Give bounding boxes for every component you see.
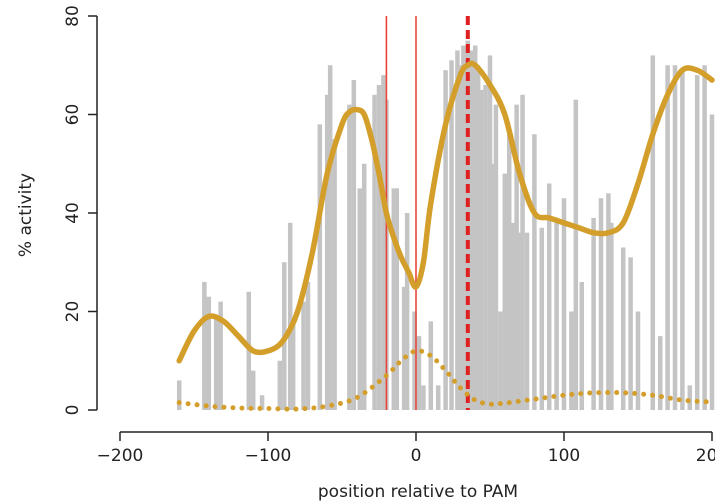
bar bbox=[606, 193, 611, 410]
x-tick-label: 100 bbox=[548, 446, 580, 466]
bar bbox=[361, 163, 367, 410]
x-tick-label: −200 bbox=[97, 446, 144, 466]
bar bbox=[357, 188, 363, 410]
bar bbox=[176, 380, 182, 410]
bar bbox=[539, 227, 545, 410]
bar bbox=[305, 281, 311, 410]
bar bbox=[483, 84, 488, 410]
bar bbox=[532, 134, 537, 410]
bar bbox=[478, 89, 484, 410]
bar bbox=[702, 65, 707, 410]
bar bbox=[443, 70, 448, 411]
bar bbox=[579, 281, 585, 410]
bar bbox=[259, 395, 265, 410]
bar bbox=[435, 385, 441, 410]
bar bbox=[401, 286, 407, 410]
bar bbox=[554, 217, 559, 410]
bar bbox=[317, 124, 323, 410]
bar bbox=[487, 55, 493, 411]
dotted-series-line bbox=[176, 348, 715, 412]
bar bbox=[277, 360, 283, 410]
bar bbox=[347, 104, 352, 411]
bar bbox=[687, 385, 693, 410]
bar bbox=[650, 55, 656, 411]
bar bbox=[635, 311, 641, 410]
bar bbox=[202, 281, 207, 410]
bars-layer bbox=[176, 40, 715, 411]
bar bbox=[351, 80, 357, 411]
bar bbox=[213, 316, 219, 410]
bar bbox=[421, 385, 426, 410]
bar bbox=[332, 139, 337, 410]
bar bbox=[458, 65, 463, 410]
bar bbox=[493, 104, 499, 411]
bar bbox=[468, 50, 474, 410]
y-tick-label: 0 bbox=[63, 405, 83, 416]
bar bbox=[569, 311, 574, 410]
bar bbox=[465, 40, 471, 410]
bar bbox=[524, 232, 530, 410]
bar bbox=[376, 84, 382, 410]
bar bbox=[428, 321, 434, 410]
series-layer bbox=[176, 60, 715, 412]
bar bbox=[509, 222, 515, 410]
bar bbox=[502, 173, 508, 410]
bar bbox=[620, 247, 626, 410]
bar bbox=[694, 75, 700, 410]
bar bbox=[449, 60, 454, 410]
bar bbox=[514, 104, 519, 411]
y-tick-label: 20 bbox=[63, 301, 83, 323]
bar bbox=[709, 114, 715, 410]
bar bbox=[206, 296, 212, 410]
bar bbox=[472, 45, 478, 411]
bar bbox=[680, 70, 685, 411]
bar bbox=[327, 65, 333, 410]
bar bbox=[561, 198, 567, 410]
bar bbox=[394, 188, 400, 410]
bar bbox=[498, 311, 503, 410]
bar bbox=[475, 65, 481, 410]
x-tick-label: −100 bbox=[245, 446, 292, 466]
bar bbox=[218, 301, 223, 410]
bar bbox=[290, 321, 296, 410]
bar bbox=[490, 163, 496, 410]
bar bbox=[517, 232, 522, 410]
x-tick-label: 0 bbox=[411, 446, 422, 466]
bar bbox=[412, 311, 417, 410]
bar bbox=[672, 65, 678, 410]
y-tick-label: 60 bbox=[63, 104, 83, 126]
y-tick-label: 80 bbox=[63, 5, 83, 27]
y-axis-title: % activity bbox=[16, 173, 36, 257]
y-tick-label: 40 bbox=[63, 202, 83, 224]
bar bbox=[324, 94, 330, 411]
solid-series-line bbox=[176, 60, 715, 364]
axes-layer: 0 20 40 60 80 −200 −100 0 100 200 bbox=[63, 5, 715, 466]
bar bbox=[573, 99, 579, 410]
bar bbox=[609, 222, 614, 410]
bar bbox=[301, 301, 306, 410]
bar bbox=[598, 198, 604, 410]
bar bbox=[404, 213, 410, 410]
bar bbox=[461, 45, 466, 411]
bar bbox=[287, 222, 293, 410]
x-axis-title: position relative to PAM bbox=[318, 482, 518, 502]
bar bbox=[250, 370, 256, 410]
bar bbox=[506, 134, 512, 410]
bar bbox=[372, 94, 377, 411]
bar bbox=[416, 336, 422, 410]
bar bbox=[657, 336, 663, 410]
x-tick-label: 200 bbox=[696, 446, 715, 466]
bar bbox=[546, 183, 552, 410]
bar bbox=[628, 257, 633, 410]
bar bbox=[391, 188, 397, 410]
bar bbox=[665, 65, 670, 410]
bar bbox=[381, 75, 386, 410]
bar bbox=[591, 217, 596, 410]
bar bbox=[520, 94, 525, 411]
bar bbox=[455, 50, 460, 410]
